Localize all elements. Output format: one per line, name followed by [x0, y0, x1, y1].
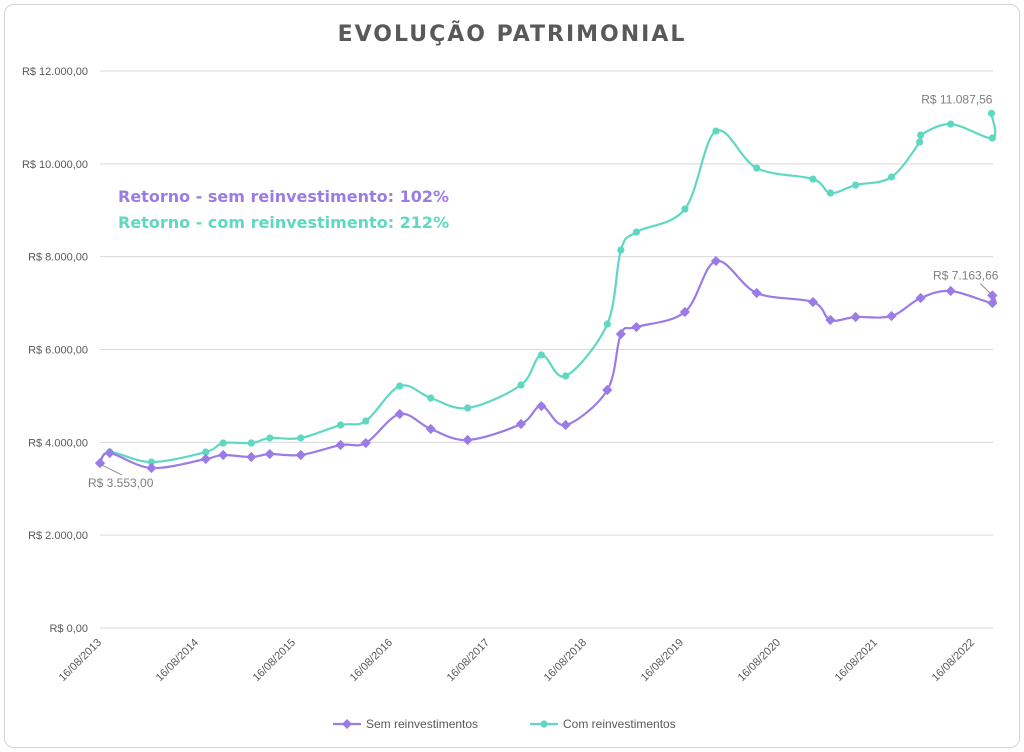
data-point-com	[266, 434, 274, 442]
data-point-sem	[335, 439, 346, 451]
data-point-com	[887, 173, 896, 181]
data-point-com	[336, 421, 345, 429]
label-end-sem: R$ 7.163,66	[933, 268, 999, 282]
data-point-sem	[886, 310, 897, 322]
data-point-sem	[602, 384, 613, 396]
data-point-sem	[515, 418, 527, 430]
data-point-com	[947, 120, 955, 128]
data-point-com	[537, 351, 545, 359]
data-point-sem	[360, 437, 371, 449]
y-tick-label: R$ 4.000,00	[28, 437, 88, 449]
data-point-sem	[218, 449, 229, 461]
label-end-com: R$ 11.087,56	[921, 92, 992, 106]
data-point-com	[917, 131, 925, 139]
data-point-sem	[462, 434, 473, 446]
data-point-sem	[631, 321, 642, 333]
x-tick-label: 16/08/2016	[348, 637, 395, 684]
x-tick-label: 16/08/2018	[542, 637, 589, 684]
label-start-value: R$ 3.553,00	[88, 476, 154, 490]
data-point-sem	[807, 296, 819, 308]
chart-frame	[4, 4, 1020, 748]
data-point-sem	[615, 328, 626, 340]
data-point-sem	[104, 447, 115, 459]
data-point-com	[396, 382, 404, 390]
data-point-sem	[246, 451, 257, 463]
data-point-com	[712, 127, 720, 135]
data-point-sem	[200, 453, 211, 465]
data-point-sem	[825, 314, 836, 326]
data-point-sem	[710, 255, 722, 267]
data-point-com	[297, 434, 305, 442]
data-point-sem	[146, 462, 157, 474]
data-point-com	[202, 448, 210, 456]
legend-marker-sem	[342, 719, 352, 729]
x-tick-label: 16/08/2017	[445, 637, 492, 684]
data-point-sem	[425, 423, 436, 435]
x-tick-label: 16/08/2021	[833, 637, 880, 684]
data-point-sem	[679, 306, 691, 318]
y-tick-label: R$ 10.000,00	[22, 159, 88, 171]
data-point-sem	[394, 408, 405, 420]
data-point-com	[362, 417, 370, 425]
x-tick-label: 16/08/2019	[639, 637, 686, 684]
data-point-com	[562, 372, 570, 380]
data-point-com	[826, 189, 835, 197]
data-point-sem	[295, 449, 306, 461]
data-point-com	[219, 439, 227, 447]
legend-label-com: Com reinvestimentos	[563, 717, 676, 731]
legend-label-sem: Sem reinvestimentos	[366, 717, 478, 731]
y-tick-label: R$ 12.000,00	[22, 66, 88, 78]
x-tick-label: 16/08/2020	[736, 637, 783, 684]
data-point-sem	[751, 287, 762, 299]
label-leader	[101, 464, 123, 476]
data-point-sem	[915, 292, 926, 304]
y-tick-label: R$ 2.000,00	[28, 530, 88, 542]
data-point-sem	[850, 311, 861, 323]
x-tick-label: 16/08/2015	[251, 637, 298, 684]
y-tick-label: R$ 8.000,00	[28, 252, 88, 264]
data-point-sem	[94, 457, 106, 469]
data-point-com	[809, 175, 817, 183]
data-point-com	[988, 134, 997, 142]
x-tick-label: 16/08/2022	[930, 637, 977, 684]
data-point-com	[517, 381, 525, 389]
data-point-sem	[560, 419, 571, 431]
y-tick-label: R$ 6.000,00	[28, 345, 88, 357]
data-point-com	[147, 458, 156, 466]
data-point-com	[617, 246, 625, 254]
data-point-sem	[945, 285, 956, 297]
chart-title: EVOLUÇÃO PATRIMONIAL	[337, 22, 687, 47]
annotation-retorno-com: Retorno - com reinvestimento: 212%	[118, 213, 450, 232]
x-tick-label: 16/08/2014	[154, 637, 201, 684]
data-point-com	[681, 205, 689, 213]
series-line-sem	[99, 259, 997, 470]
data-point-sem	[264, 448, 275, 460]
label-leader	[980, 283, 991, 294]
data-point-com	[753, 164, 761, 172]
legend-marker-com	[540, 720, 548, 728]
data-point-com	[916, 138, 924, 146]
annotation-retorno-sem: Retorno - sem reinvestimento: 102%	[118, 187, 449, 206]
data-point-com	[632, 228, 641, 236]
data-point-com	[987, 109, 996, 117]
data-point-com	[427, 394, 435, 402]
x-tick-label: 16/08/2013	[57, 637, 104, 684]
data-point-com	[852, 181, 860, 189]
data-point-com	[464, 404, 472, 412]
data-point-com	[603, 320, 611, 328]
y-tick-label: R$ 0,00	[49, 623, 88, 635]
data-point-com	[247, 439, 255, 447]
data-point-sem	[536, 400, 547, 412]
